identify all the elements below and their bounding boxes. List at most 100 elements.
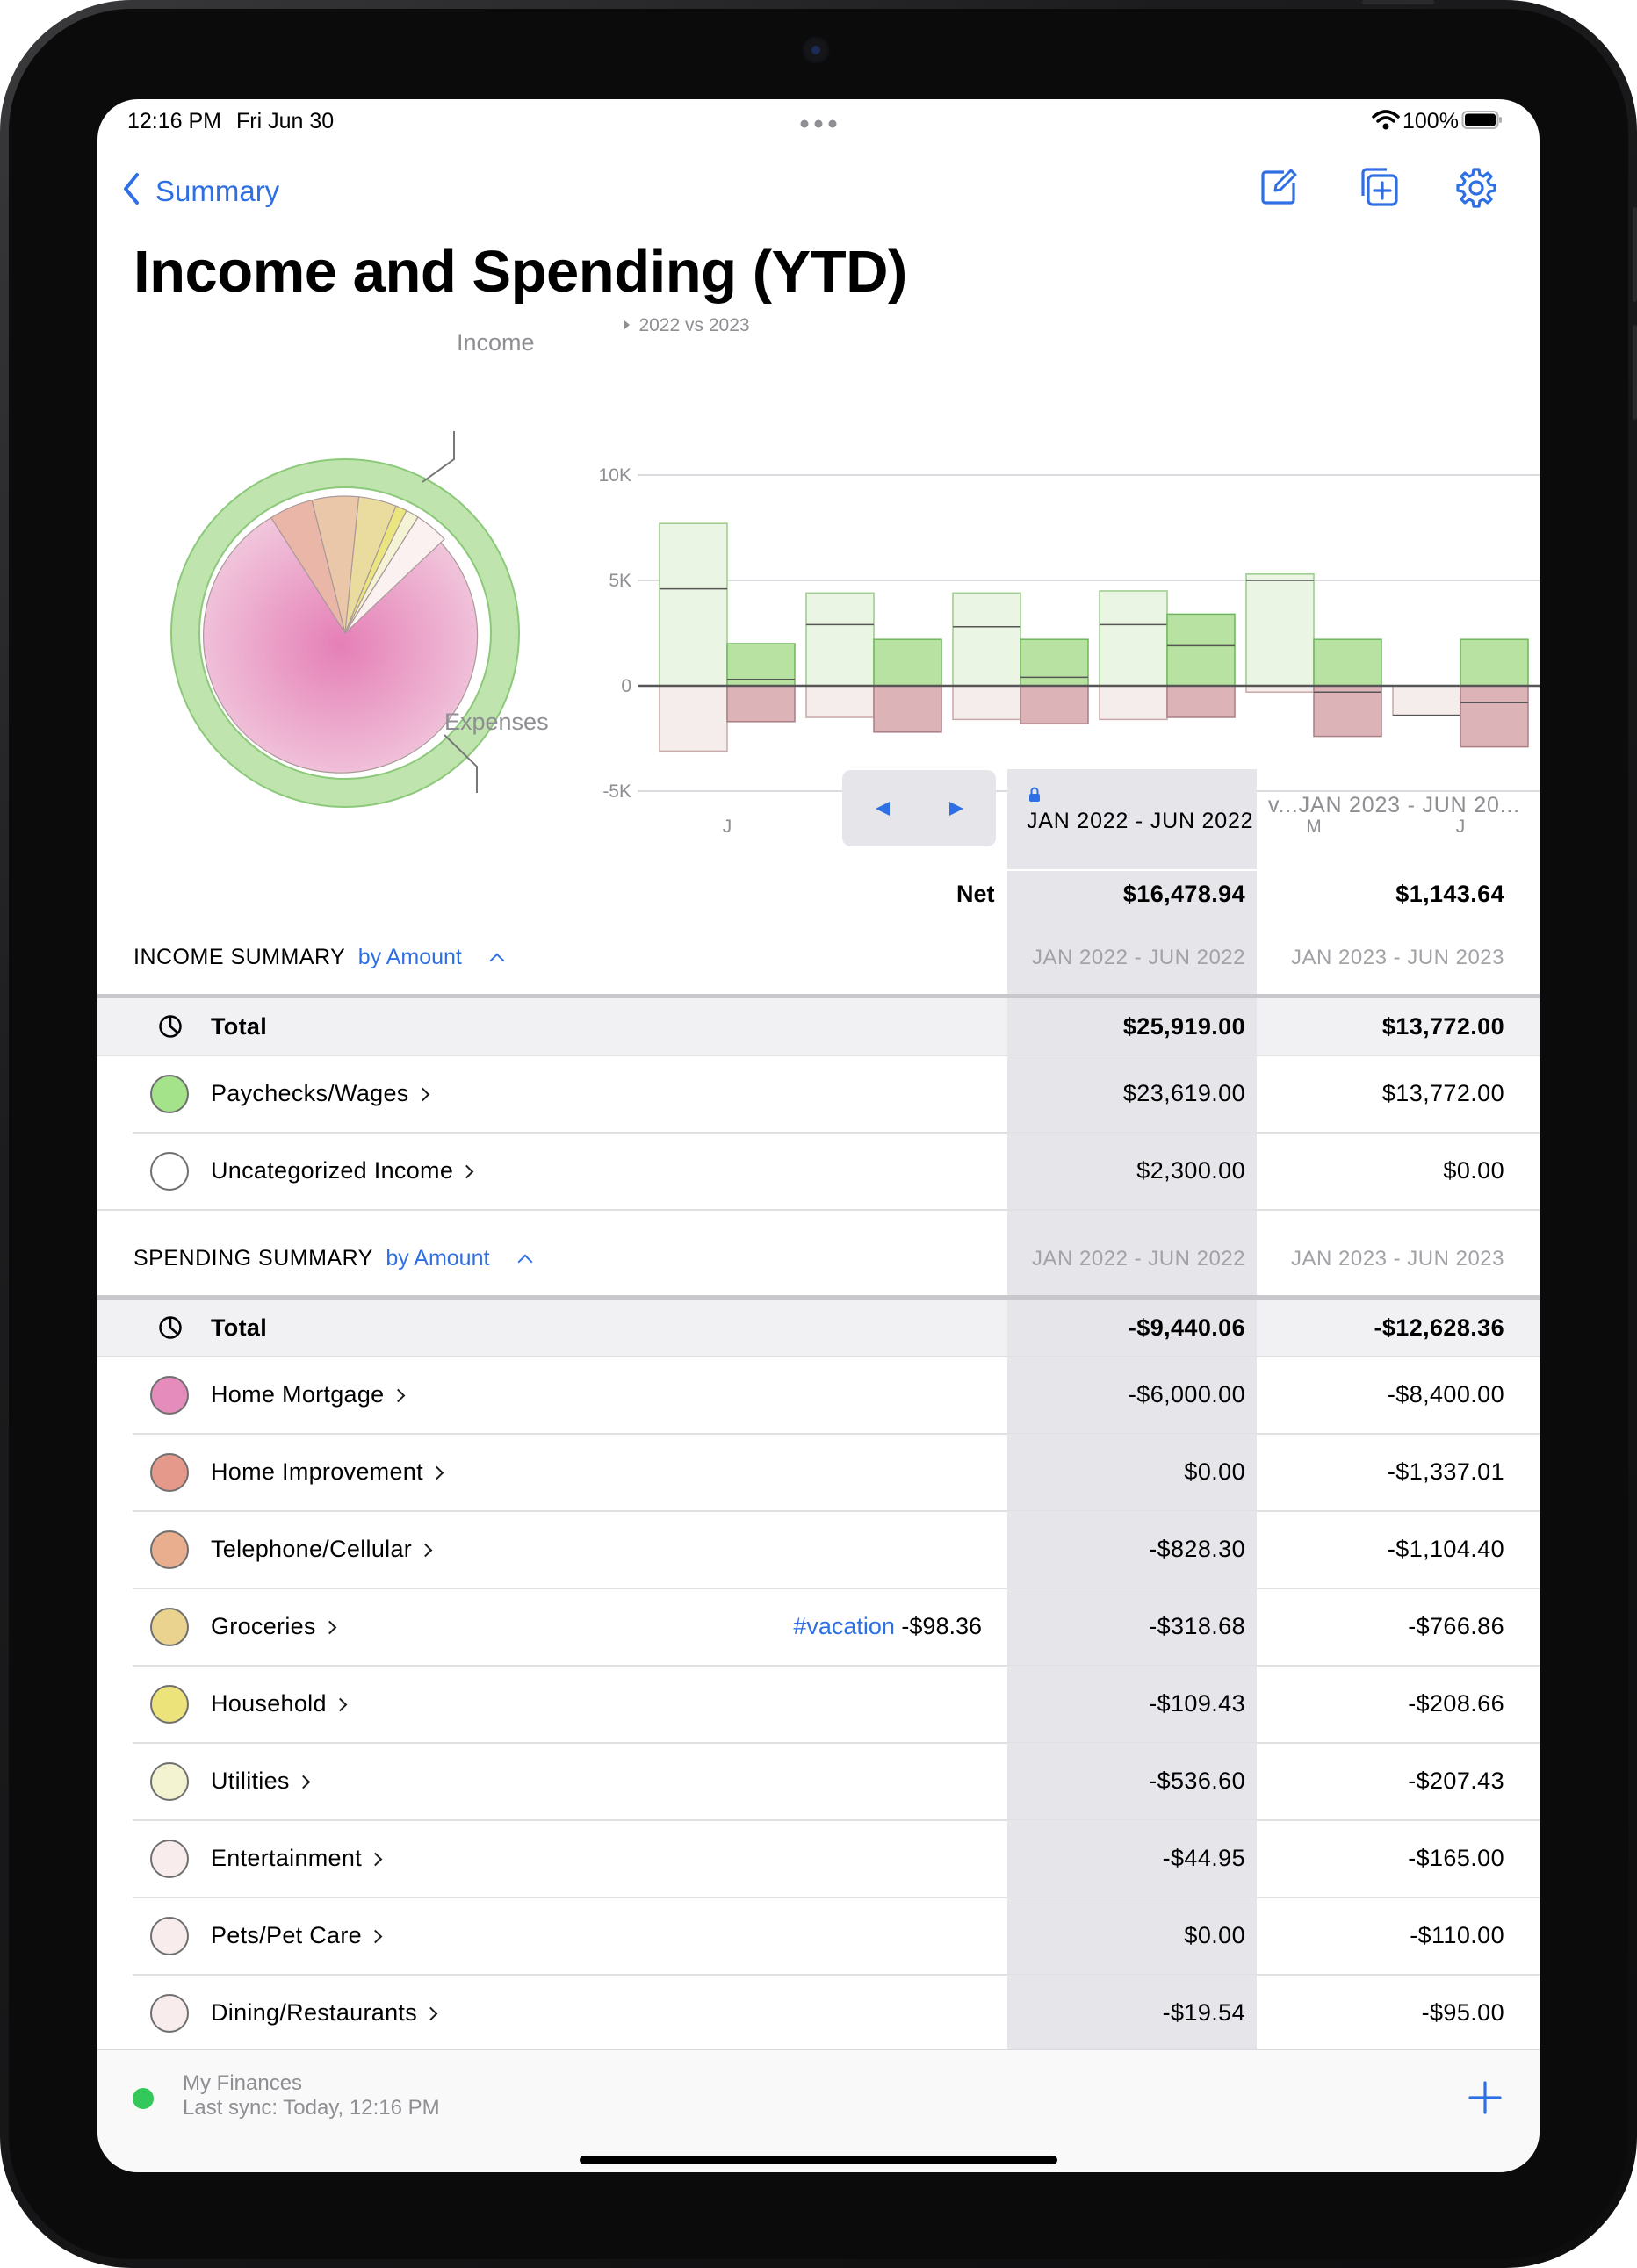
spending-row[interactable]: Dining/Restaurants -$19.54 -$95.00: [97, 1975, 1540, 2052]
bottom-toolbar: My Finances Last sync: Today, 12:16 PM: [97, 2049, 1540, 2172]
bar-spending-2023: [873, 685, 942, 733]
screen: 12:16 PM Fri Jun 30 100% Summary Income …: [97, 99, 1540, 2172]
value-2022: -$44.95: [1162, 1845, 1245, 1871]
page-title: Income and Spending (YTD): [133, 239, 907, 305]
income-summary-header[interactable]: INCOME SUMMARY by Amount: [133, 945, 505, 970]
category-color-swatch: [150, 1685, 189, 1724]
category-name: Dining/Restaurants: [211, 1999, 438, 2027]
chevron-up-icon[interactable]: [517, 1254, 533, 1270]
spending-sort-button[interactable]: by Amount: [386, 1246, 490, 1271]
spending-total-row[interactable]: Total -$9,440.06 -$12,628.36: [97, 1300, 1540, 1356]
x-tick-label: J: [1456, 817, 1466, 837]
chevron-right-icon: [322, 1620, 337, 1635]
x-tick-label: M: [1306, 817, 1322, 837]
home-indicator[interactable]: [580, 2156, 1057, 2164]
row-separator: [133, 1819, 1540, 1821]
spending-total-label: Total: [211, 1314, 267, 1341]
category-name: Entertainment: [211, 1845, 383, 1872]
chevron-left-icon: [124, 173, 139, 205]
tag-summary[interactable]: #vacation -$98.36: [793, 1613, 982, 1640]
value-2022: $0.00: [1184, 1922, 1245, 1948]
bar-income-2023: [1313, 638, 1382, 687]
row-separator: [133, 1742, 1540, 1744]
bar-spending-2022: [952, 685, 1021, 721]
bar-spending-2023: [1166, 685, 1236, 718]
value-2023: -$208.66: [1408, 1690, 1504, 1717]
spending-row[interactable]: Home Improvement $0.00 -$1,337.01: [97, 1434, 1540, 1511]
chevron-right-icon: [418, 1543, 433, 1558]
row-separator: [133, 1433, 1540, 1435]
spending-row[interactable]: Utilities -$536.60 -$207.43: [97, 1743, 1540, 1820]
spending-row[interactable]: Groceries #vacation -$98.36 -$318.68 -$766.…: [97, 1588, 1540, 1666]
row-separator: [133, 1132, 1540, 1134]
chart-title[interactable]: 2022 vs 2023: [624, 315, 750, 336]
spending-row[interactable]: Pets/Pet Care $0.00 -$110.00: [97, 1897, 1540, 1975]
value-2022: -$828.30: [1149, 1536, 1245, 1562]
category-name: Groceries: [211, 1613, 337, 1640]
net-value-2023: $1,143.64: [1395, 881, 1504, 907]
spending-row[interactable]: Entertainment -$44.95 -$165.00: [97, 1820, 1540, 1897]
compare-period-label[interactable]: v...JAN 2023 - JUN 20...: [1268, 793, 1520, 817]
bar-spending-2023: [1313, 685, 1382, 738]
category-color-swatch: [150, 1376, 189, 1415]
spending-row[interactable]: Household -$109.43 -$208.66: [97, 1666, 1540, 1743]
income-expense-pie[interactable]: [133, 319, 660, 846]
value-2023: -$110.00: [1410, 1922, 1504, 1948]
bar-spending-2022: [1392, 685, 1461, 716]
bar-income-2023: [1166, 613, 1236, 687]
next-period-icon[interactable]: [949, 802, 963, 816]
bar-income-2022: [659, 522, 728, 687]
period-stepper[interactable]: [842, 770, 996, 846]
tag-value: -$98.36: [901, 1613, 982, 1639]
gear-icon[interactable]: [1454, 166, 1498, 214]
spending-total-2023: -$12,628.36: [1374, 1314, 1504, 1341]
account-name[interactable]: My Finances: [183, 2071, 303, 2095]
category-color-swatch: [150, 1453, 189, 1492]
chevron-up-icon[interactable]: [489, 953, 505, 968]
income-total-row[interactable]: Total $25,919.00 $13,772.00: [97, 998, 1540, 1055]
chevron-right-icon: [459, 1164, 474, 1179]
income-total-label: Total: [211, 1013, 267, 1040]
bar-spending-2023: [726, 685, 796, 723]
bar-spending-2022: [805, 685, 875, 718]
value-2022: -$109.43: [1149, 1690, 1245, 1717]
row-separator: [133, 1974, 1540, 1976]
income-col-2023: JAN 2023 - JUN 2023: [1291, 946, 1504, 969]
income-row[interactable]: Uncategorized Income $2,300.00 $0.00: [97, 1133, 1540, 1210]
category-color-swatch: [150, 1075, 189, 1113]
add-icon[interactable]: [1468, 2080, 1503, 2120]
row-separator: [97, 1209, 1540, 1211]
chart-title-text: 2022 vs 2023: [638, 315, 750, 335]
battery-percent: 100%: [1403, 109, 1459, 133]
bar-income-2023: [1020, 638, 1089, 687]
tag-link[interactable]: #vacation: [793, 1613, 895, 1639]
wifi-icon: [1372, 109, 1400, 136]
lock-icon: [1028, 787, 1041, 807]
last-sync-text: Last sync: Today, 12:16 PM: [183, 2096, 440, 2120]
status-time: 12:16 PM: [127, 109, 222, 133]
chevron-right-icon: [429, 1465, 444, 1480]
spending-row[interactable]: Home Mortgage -$6,000.00 -$8,400.00: [97, 1357, 1540, 1434]
multitasking-dots-icon[interactable]: [799, 117, 838, 133]
spending-col-2023: JAN 2023 - JUN 2023: [1291, 1247, 1504, 1271]
y-tick-label: 0: [621, 676, 631, 696]
previous-period-icon[interactable]: [876, 802, 890, 816]
income-sort-button[interactable]: by Amount: [357, 945, 462, 969]
chevron-right-icon: [391, 1388, 405, 1403]
volume-up-button: [1633, 207, 1637, 302]
category-color-swatch: [150, 1152, 189, 1191]
income-row[interactable]: Paychecks/Wages $23,619.00 $13,772.00: [97, 1055, 1540, 1133]
status-date: Fri Jun 30: [236, 109, 335, 133]
income-total-2022: $25,919.00: [1122, 1013, 1245, 1040]
value-2023: -$766.86: [1408, 1613, 1504, 1639]
battery-icon: [1461, 110, 1504, 135]
spending-row[interactable]: Telephone/Cellular -$828.30 -$1,104.40: [97, 1511, 1540, 1588]
duplicate-icon[interactable]: [1355, 166, 1401, 214]
bar-income-2022: [805, 592, 875, 687]
locked-period-label[interactable]: JAN 2022 - JUN 2022: [1027, 809, 1254, 833]
spending-summary-header[interactable]: SPENDING SUMMARY by Amount: [133, 1246, 533, 1271]
top-button: [1362, 0, 1434, 4]
category-name: Utilities: [211, 1768, 310, 1795]
compose-icon[interactable]: [1258, 166, 1300, 212]
